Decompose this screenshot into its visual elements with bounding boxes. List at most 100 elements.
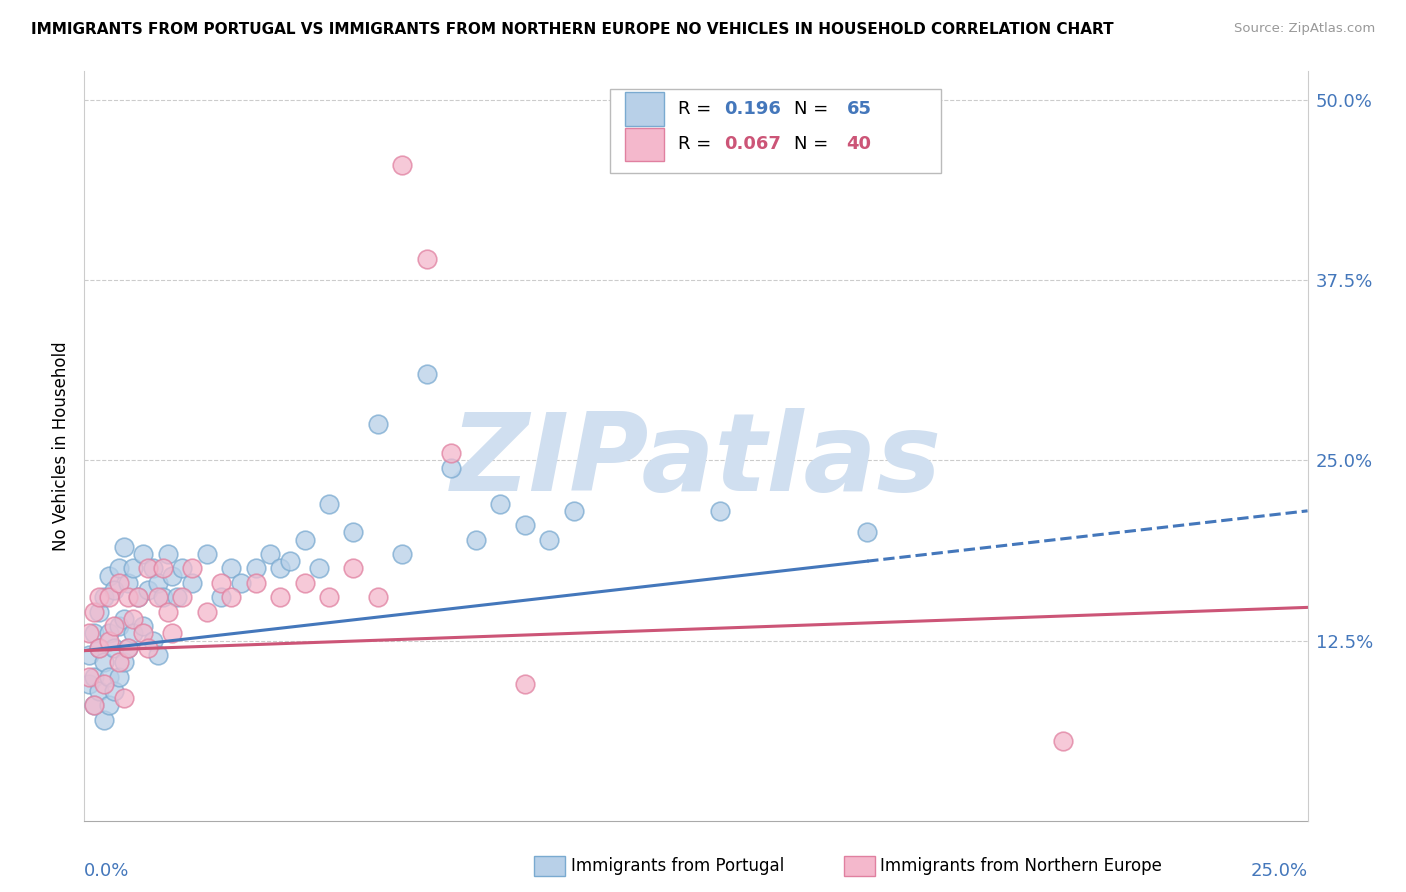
Point: [83, 698, 105, 713]
Point: [132, 547, 155, 561]
FancyBboxPatch shape: [610, 88, 941, 172]
Point: [146, 591, 169, 605]
Point: [269, 591, 291, 605]
Point: [278, 554, 301, 568]
Point: [294, 575, 316, 590]
Point: [127, 591, 149, 605]
Point: [391, 158, 413, 172]
Point: [245, 575, 267, 590]
Point: [112, 691, 135, 706]
Text: IMMIGRANTS FROM PORTUGAL VS IMMIGRANTS FROM NORTHERN EUROPE NO VEHICLES IN HOUSE: IMMIGRANTS FROM PORTUGAL VS IMMIGRANTS F…: [31, 22, 1114, 37]
Point: [93, 713, 115, 727]
Point: [318, 497, 340, 511]
Point: [162, 568, 184, 582]
Text: 0.067: 0.067: [724, 136, 780, 153]
Text: N =: N =: [794, 100, 834, 119]
Point: [209, 591, 232, 605]
Point: [146, 575, 169, 590]
Point: [77, 626, 100, 640]
Text: 0.196: 0.196: [724, 100, 780, 119]
Point: [132, 626, 155, 640]
Point: [93, 677, 115, 691]
Text: R =: R =: [678, 136, 717, 153]
Point: [87, 640, 110, 655]
Point: [107, 561, 129, 575]
Point: [107, 655, 129, 669]
Point: [181, 575, 204, 590]
Point: [107, 575, 129, 590]
Point: [440, 460, 463, 475]
Point: [87, 684, 110, 698]
Point: [195, 547, 218, 561]
Text: 40: 40: [846, 136, 872, 153]
Point: [172, 591, 194, 605]
Point: [97, 626, 120, 640]
Point: [464, 533, 486, 547]
Point: [1052, 734, 1074, 748]
Point: [367, 417, 389, 432]
Point: [112, 612, 135, 626]
Point: [416, 367, 439, 381]
Point: [294, 533, 316, 547]
Point: [117, 575, 139, 590]
Point: [562, 504, 585, 518]
Point: [87, 591, 110, 605]
Point: [162, 626, 184, 640]
Point: [172, 561, 194, 575]
Text: 0.0%: 0.0%: [84, 862, 129, 880]
Point: [142, 561, 165, 575]
Text: ZIPatlas: ZIPatlas: [450, 408, 942, 514]
Point: [538, 533, 561, 547]
Point: [440, 446, 463, 460]
Point: [83, 626, 105, 640]
Point: [127, 591, 149, 605]
Point: [122, 626, 145, 640]
Point: [136, 561, 159, 575]
Point: [117, 640, 139, 655]
Point: [513, 677, 536, 691]
Point: [318, 591, 340, 605]
Text: N =: N =: [794, 136, 834, 153]
Point: [112, 540, 135, 554]
Point: [245, 561, 267, 575]
Point: [269, 561, 291, 575]
Point: [103, 640, 125, 655]
Y-axis label: No Vehicles in Household: No Vehicles in Household: [52, 341, 70, 551]
Point: [122, 561, 145, 575]
Point: [513, 518, 536, 533]
Point: [93, 655, 115, 669]
Point: [77, 648, 100, 662]
Text: Immigrants from Northern Europe: Immigrants from Northern Europe: [880, 857, 1161, 875]
Point: [856, 525, 879, 540]
Point: [83, 698, 105, 713]
Point: [103, 684, 125, 698]
Point: [97, 591, 120, 605]
Point: [97, 568, 120, 582]
Point: [416, 252, 439, 266]
Point: [152, 561, 174, 575]
Point: [219, 591, 242, 605]
Point: [342, 561, 364, 575]
Text: 65: 65: [846, 100, 872, 119]
Point: [229, 575, 252, 590]
Point: [142, 633, 165, 648]
Point: [83, 605, 105, 619]
Point: [87, 640, 110, 655]
Text: R =: R =: [678, 100, 717, 119]
Point: [97, 698, 120, 713]
Point: [136, 640, 159, 655]
Text: Source: ZipAtlas.com: Source: ZipAtlas.com: [1234, 22, 1375, 36]
Point: [117, 591, 139, 605]
Point: [103, 619, 125, 633]
Point: [107, 619, 129, 633]
Point: [122, 612, 145, 626]
Point: [97, 669, 120, 683]
Point: [156, 605, 179, 619]
Point: [489, 497, 512, 511]
Point: [709, 504, 731, 518]
Point: [156, 547, 179, 561]
Point: [391, 547, 413, 561]
Point: [107, 669, 129, 683]
Text: 25.0%: 25.0%: [1250, 862, 1308, 880]
Point: [146, 648, 169, 662]
